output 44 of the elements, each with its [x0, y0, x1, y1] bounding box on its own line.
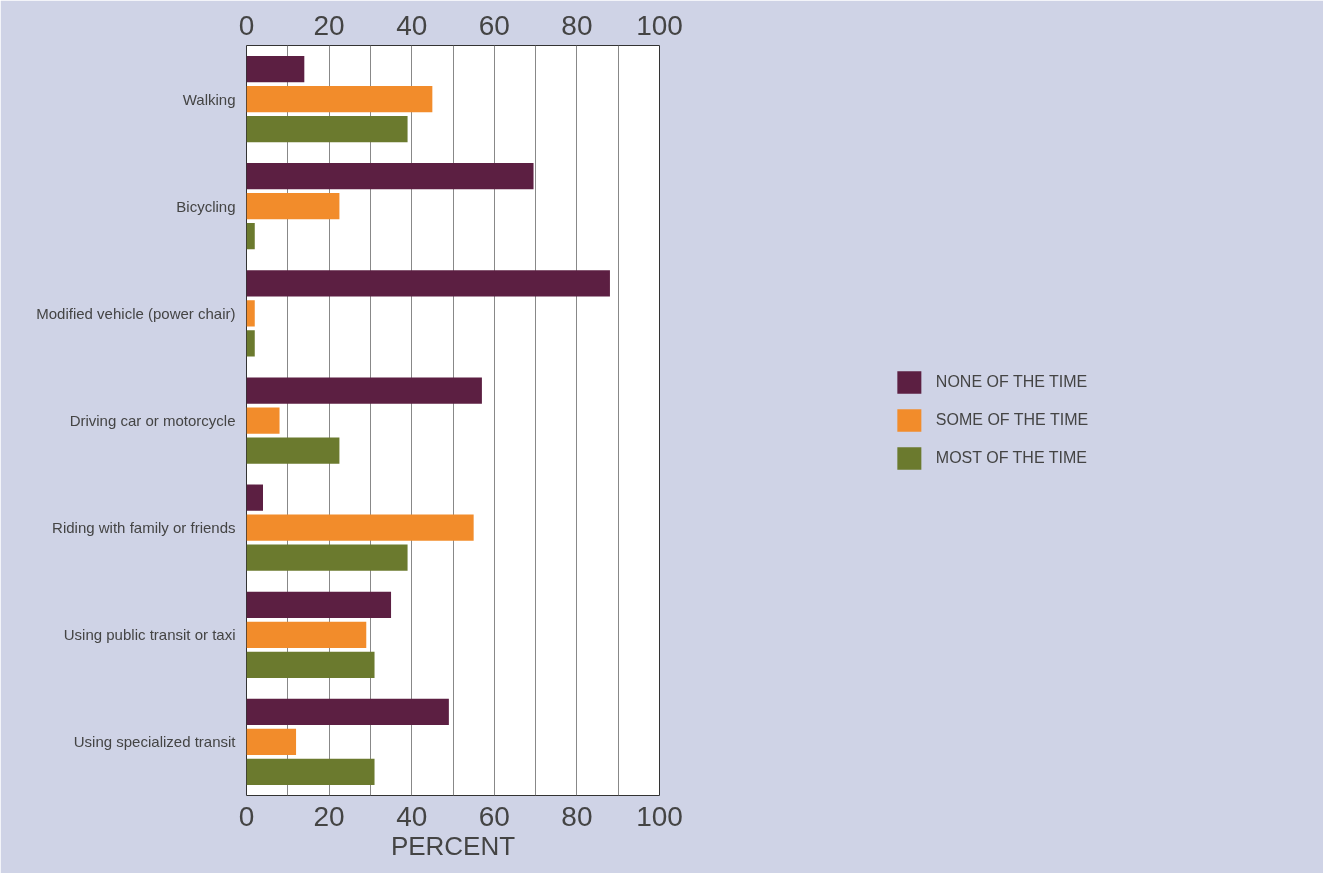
x2-tick-label: 20 — [313, 800, 345, 832]
legend-label: SOME OF THE TIME — [935, 411, 1089, 429]
bar — [246, 163, 534, 190]
x-tick-label: 0 — [238, 9, 255, 41]
y-tick-label: Bicycling — [176, 197, 236, 215]
bar — [246, 621, 367, 648]
bar — [246, 223, 255, 250]
legend-label: NONE OF THE TIME — [935, 373, 1088, 391]
x-tick-label: 20 — [313, 9, 345, 41]
y-tick-label: Riding with family or friends — [52, 519, 236, 537]
bar — [246, 115, 408, 143]
x-axis-title: PERCENT — [390, 830, 516, 861]
bar — [246, 377, 482, 404]
bar — [246, 591, 392, 618]
bar — [246, 407, 280, 434]
bar — [246, 758, 375, 786]
x2-tick-label: 40 — [396, 800, 428, 832]
x-tick-label: 80 — [561, 9, 593, 41]
x2-tick-label: 100 — [636, 800, 683, 832]
bar — [246, 193, 340, 220]
y-tick-label: Using specialized transit — [73, 733, 237, 751]
bar — [246, 85, 433, 113]
y-tick-label: Modified vehicle (power chair) — [36, 304, 236, 322]
bar — [246, 484, 264, 511]
bar — [246, 728, 297, 756]
bar — [246, 330, 255, 357]
y-tick-label: Driving car or motorcycle — [69, 412, 236, 429]
bar — [246, 437, 340, 464]
bar — [246, 514, 474, 541]
x2-tick-label: 60 — [478, 800, 510, 832]
bar — [246, 270, 610, 297]
x-tick-label: 40 — [396, 9, 428, 41]
x2-tick-label: 80 — [561, 800, 593, 832]
x2-tick-label: 0 — [238, 800, 255, 832]
legend-label: MOST OF THE TIME — [935, 449, 1087, 467]
y-tick-label: Using public transit or taxi — [63, 626, 236, 644]
y-tick-label: Walking — [182, 90, 236, 108]
x-tick-label: 60 — [478, 9, 510, 41]
x-tick-label: 100 — [636, 9, 683, 41]
bar — [246, 300, 255, 327]
bar — [246, 651, 375, 678]
bar — [246, 544, 408, 571]
bar — [246, 698, 449, 726]
bar — [246, 55, 305, 83]
